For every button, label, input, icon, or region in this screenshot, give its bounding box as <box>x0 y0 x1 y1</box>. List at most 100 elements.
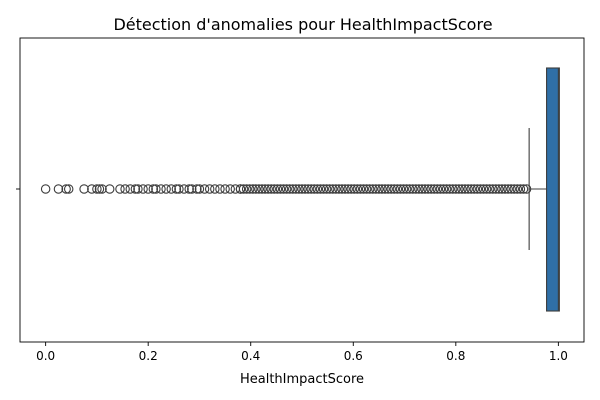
outlier-point <box>324 184 335 194</box>
outlier-point <box>472 184 483 194</box>
outlier-point <box>518 184 529 194</box>
outlier-point <box>337 184 347 194</box>
outlier-point <box>392 184 403 194</box>
outlier-point <box>61 184 71 194</box>
outlier-point <box>79 184 89 194</box>
outlier-point <box>509 184 520 194</box>
outlier-point <box>120 184 130 194</box>
outlier-point <box>380 184 390 194</box>
outlier-point <box>281 184 292 194</box>
outlier-point <box>161 184 171 194</box>
outlier-point <box>225 184 235 194</box>
outlier-point <box>187 184 197 194</box>
outlier-point <box>263 184 273 194</box>
outlier-point <box>497 184 507 194</box>
outlier-point <box>220 184 230 194</box>
outlier-point <box>275 184 286 194</box>
outlier-point <box>475 184 486 194</box>
outlier-point <box>235 184 246 194</box>
outlier-point <box>374 184 384 194</box>
outlier-point <box>244 184 255 194</box>
outlier-point <box>294 184 304 194</box>
outlier-point <box>148 184 159 194</box>
outlier-points <box>40 184 532 194</box>
outlier-point <box>115 184 125 194</box>
outlier-point <box>303 184 313 194</box>
outlier-point <box>386 184 396 194</box>
outlier-point <box>143 184 153 194</box>
outlier-point <box>284 184 295 194</box>
outlier-point <box>125 184 135 194</box>
outlier-point <box>444 184 455 194</box>
outlier-point <box>361 184 372 194</box>
x-tick-label-2: 0.4 <box>241 349 260 363</box>
outlier-point <box>63 184 74 194</box>
outlier-point <box>414 184 424 194</box>
x-tick-label-4: 0.8 <box>446 349 465 363</box>
outlier-point <box>478 184 489 194</box>
outlier-point <box>184 184 194 194</box>
outlier-point <box>451 184 461 194</box>
outlier-point <box>133 184 143 194</box>
outlier-point <box>156 184 166 194</box>
outlier-point <box>241 184 252 194</box>
outlier-point <box>417 184 427 194</box>
outlier-point <box>92 184 102 194</box>
outlier-point <box>371 184 381 194</box>
outlier-point <box>334 184 344 194</box>
outlier-point <box>481 184 492 194</box>
outlier-point <box>288 184 298 194</box>
outlier-point <box>194 184 205 194</box>
outlier-point <box>199 184 210 194</box>
outlier-point <box>349 184 360 194</box>
outlier-point <box>395 184 406 194</box>
chart-title: Détection d'anomalies pour HealthImpactS… <box>113 15 492 34</box>
outlier-point <box>435 184 446 194</box>
outlier-point <box>343 184 353 194</box>
outlier-point <box>438 184 449 194</box>
outlier-point <box>171 184 182 194</box>
outlier-point <box>248 184 258 194</box>
outlier-point <box>484 184 495 194</box>
outlier-point <box>398 184 409 194</box>
outlier-point <box>151 184 161 194</box>
outlier-point <box>321 184 332 194</box>
outlier-point <box>515 184 526 194</box>
axes-frame <box>19 37 585 343</box>
outlier-point <box>411 184 421 194</box>
outlier-point <box>487 184 498 194</box>
outlier-point <box>500 184 510 194</box>
outlier-point <box>491 184 501 194</box>
outlier-point <box>278 184 289 194</box>
outlier-point <box>309 184 320 194</box>
box-iqr <box>546 67 560 312</box>
outlier-point <box>179 184 189 194</box>
outlier-point <box>210 184 220 194</box>
outlier-point <box>87 184 97 194</box>
outlier-point <box>352 184 363 194</box>
outlier-point <box>257 184 267 194</box>
x-axis-ticks: 0.0 0.2 0.4 0.6 0.8 1.0 <box>36 342 568 363</box>
outlier-point <box>312 184 323 194</box>
x-tick-label-3: 0.6 <box>344 349 363 363</box>
outlier-point <box>272 184 283 194</box>
outlier-point <box>331 184 341 194</box>
outlier-point <box>389 184 400 194</box>
outlier-point <box>138 184 148 194</box>
outlier-point <box>426 184 436 194</box>
outlier-point <box>315 184 326 194</box>
outlier-point <box>346 184 356 194</box>
outlier-point <box>447 184 458 194</box>
outlier-point <box>300 184 310 194</box>
outlier-point <box>383 184 393 194</box>
outlier-point <box>130 184 141 194</box>
outlier-point <box>251 184 261 194</box>
outlier-point <box>432 184 443 194</box>
outlier-point <box>328 184 338 194</box>
outlier-point <box>358 184 369 194</box>
box-group <box>528 67 560 312</box>
outlier-point <box>254 184 264 194</box>
outlier-point <box>192 184 202 194</box>
outlier-point <box>423 184 433 194</box>
